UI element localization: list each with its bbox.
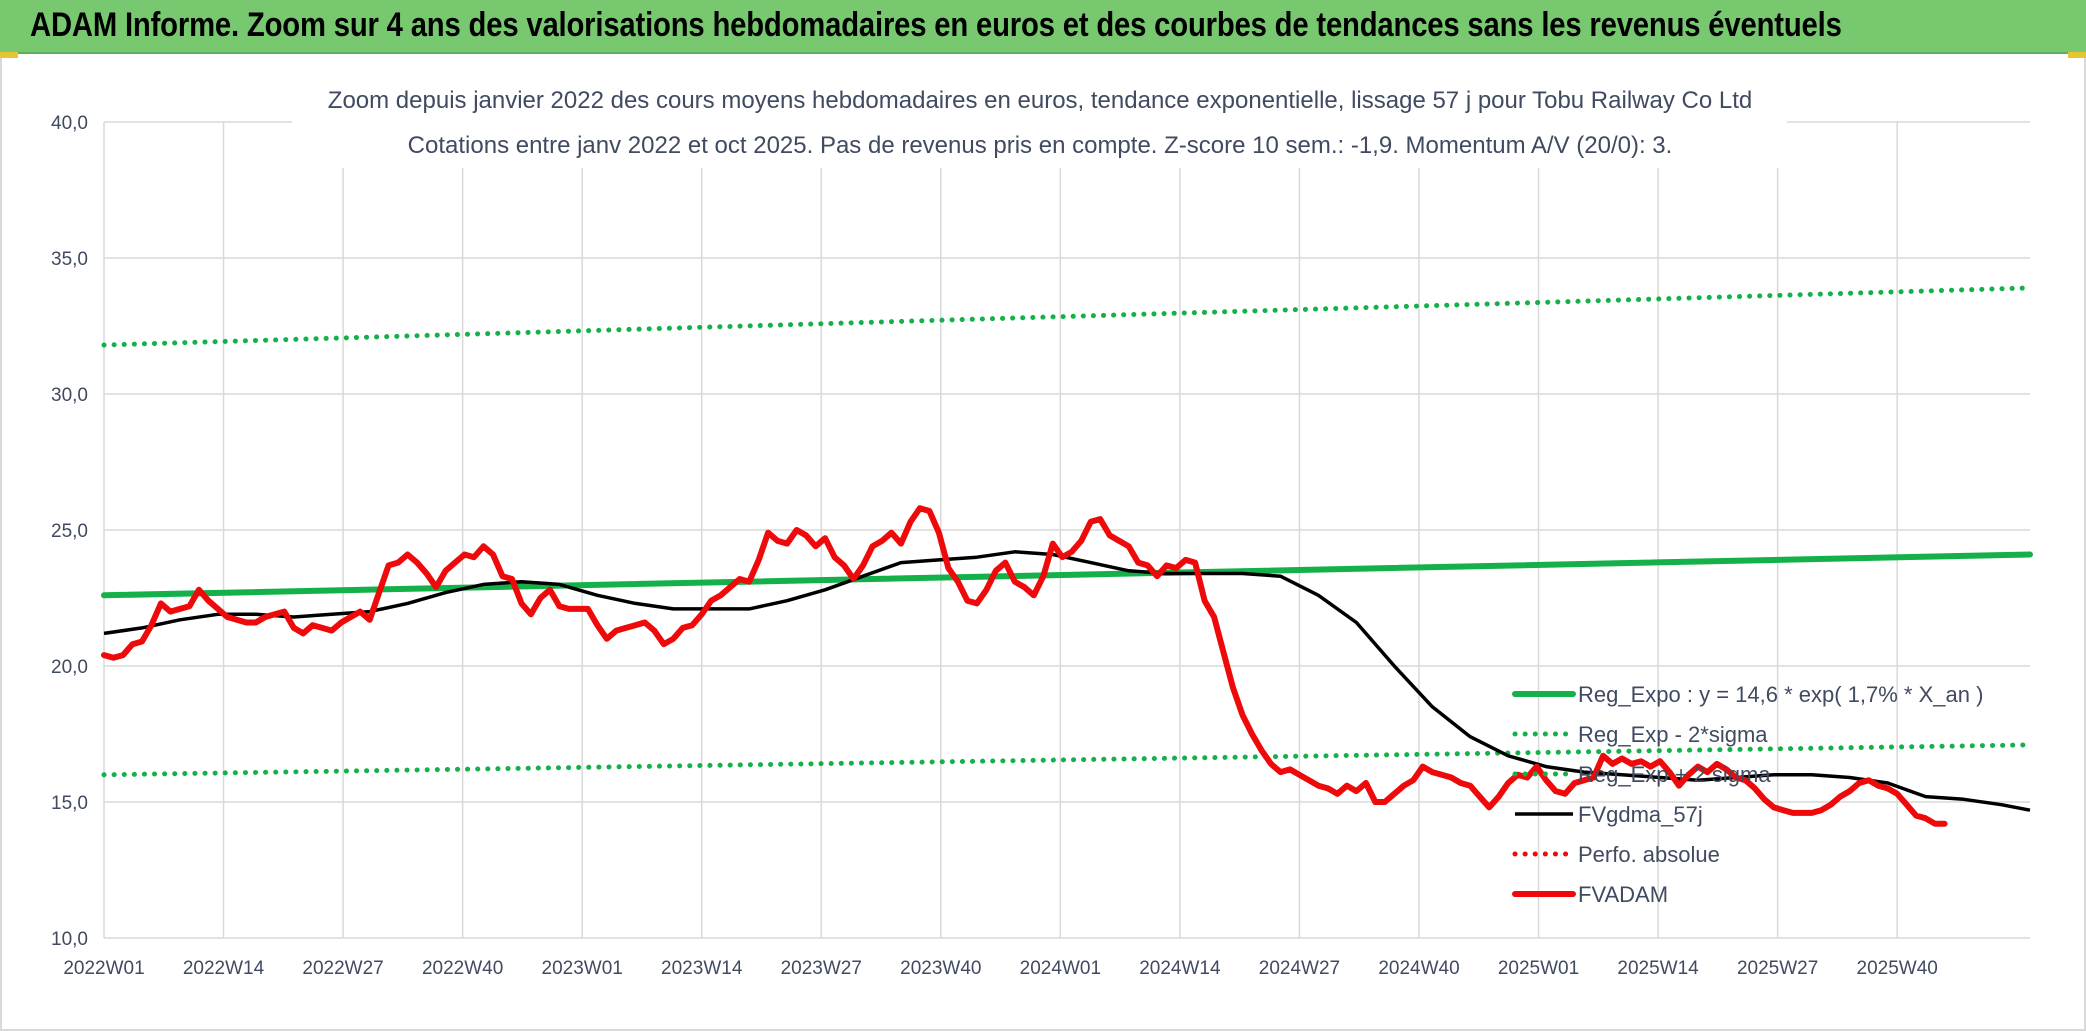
series-line-1 [101,742,2033,778]
x-tick-label: 2025W01 [1498,958,1579,979]
x-tick-label: 2024W01 [1020,958,1101,979]
x-tick-label: 2025W27 [1737,958,1818,979]
y-tick-label: 20,0 [51,657,88,678]
series-layer [101,285,2033,827]
series-line-2 [101,285,2033,348]
grid-lines [103,121,2030,939]
y-axis-ticks: 10,0 15,0 20,0 25,0 30,0 35,0 40,0 [51,113,88,950]
chart-title: Zoom depuis janvier 2022 des cours moyen… [292,76,1787,168]
chart-title-line-1: Zoom depuis janvier 2022 des cours moyen… [328,87,1752,114]
y-tick-label: 40,0 [51,113,88,134]
x-tick-label: 2022W01 [63,958,144,979]
y-tick-label: 15,0 [51,793,88,814]
x-tick-label: 2023W40 [900,958,981,979]
y-tick-label: 25,0 [51,521,88,542]
x-tick-label: 2024W27 [1259,958,1340,979]
legend-label: Reg_Expo : y = 14,6 * exp( 1,7% * X_an ) [1578,682,1983,707]
title-background [292,76,1787,168]
legend-label: Reg_Exp - 2*sigma [1578,722,1768,747]
x-tick-label: 2023W27 [781,958,862,979]
corner-accent-right [2068,52,2086,58]
y-tick-label: 10,0 [51,929,88,950]
x-tick-label: 2025W14 [1617,958,1699,979]
x-tick-label: 2023W01 [542,958,623,979]
x-tick-label: 2025W40 [1857,958,1938,979]
chart-title-line-2: Cotations entre janv 2022 et oct 2025. P… [408,132,1673,159]
title-banner: ADAM Informe. Zoom sur 4 ans des valoris… [0,0,2086,54]
x-tick-label: 2022W14 [183,958,265,979]
series-line-3 [103,550,2031,812]
corner-accent-left [0,52,18,58]
series-line-0 [101,551,2033,599]
legend-label: FVADAM [1578,882,1668,907]
banner-title: ADAM Informe. Zoom sur 4 ans des valoris… [30,6,1842,44]
legend-label: FVgdma_57j [1578,802,1703,827]
x-tick-label: 2024W40 [1378,958,1459,979]
legend-label: Reg_Exp + 2 sigma [1578,762,1771,787]
series-line-5 [101,505,1948,827]
y-tick-label: 30,0 [51,385,88,406]
y-tick-label: 35,0 [51,249,88,270]
legend-label: Perfo. absolue [1578,842,1720,867]
x-tick-label: 2023W14 [661,958,743,979]
legend: Reg_Expo : y = 14,6 * exp( 1,7% * X_an )… [1512,682,1983,907]
x-tick-label: 2024W14 [1139,958,1221,979]
x-axis-ticks: 2022W01 2022W14 2022W27 2022W40 2023W01 2023W… [63,958,1938,979]
x-tick-label: 2022W40 [422,958,503,979]
x-tick-label: 2022W27 [302,958,383,979]
